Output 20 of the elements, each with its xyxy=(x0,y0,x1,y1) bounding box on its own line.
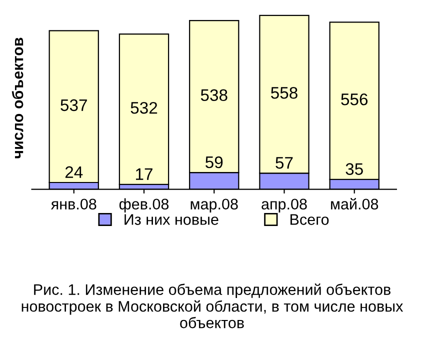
x-tick-label: май.08 xyxy=(331,198,378,210)
data-label: 556 xyxy=(341,93,368,106)
data-label: 532 xyxy=(130,102,158,114)
data-label: 35 xyxy=(346,163,363,175)
text: Рис. 1. Изменение объема предложений объектов новостроек в Московской области, в том числе новых объектов xyxy=(22,284,404,328)
bar xyxy=(118,34,170,186)
x-tick-label: апр.08 xyxy=(262,198,307,213)
data-label: 17 xyxy=(136,168,152,180)
data-label: 59 xyxy=(206,156,223,168)
legend-label: Всего xyxy=(290,214,329,225)
x-tick-label: мар.08 xyxy=(190,198,238,213)
data-label: 538 xyxy=(200,89,228,102)
x-tick-label: фев.08 xyxy=(119,198,169,213)
data-label: 24 xyxy=(65,166,83,178)
legend-label: Из них новые xyxy=(124,214,218,225)
data-label: 558 xyxy=(271,86,298,99)
data-label: 57 xyxy=(276,157,293,169)
data-label: 537 xyxy=(60,99,87,112)
x-tick-label: янв.08 xyxy=(50,198,96,210)
y-axis-title: число объектов xyxy=(12,38,24,158)
